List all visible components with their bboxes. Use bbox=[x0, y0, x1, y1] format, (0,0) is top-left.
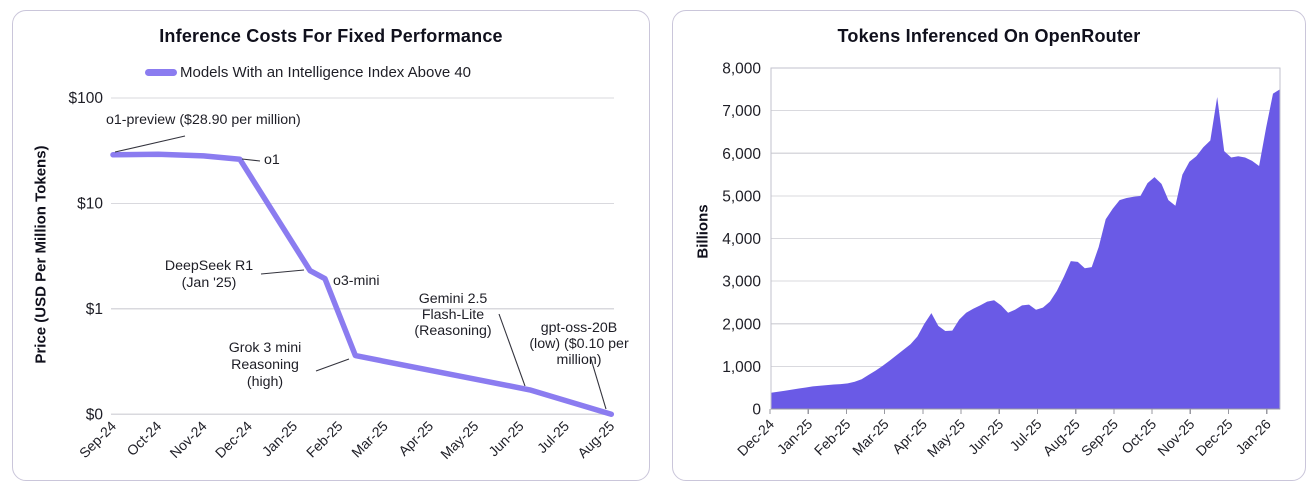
annotation-pointer-line bbox=[114, 135, 186, 153]
legend-line-marker bbox=[145, 69, 177, 76]
svg-text:Dec-24: Dec-24 bbox=[212, 418, 255, 461]
svg-text:Mar-25: Mar-25 bbox=[849, 416, 892, 459]
annotation-label: Reasoning bbox=[231, 357, 299, 373]
tokens-area-series bbox=[771, 89, 1280, 410]
svg-text:Jan-25: Jan-25 bbox=[774, 416, 816, 458]
left-y-axis-title: Price (USD Per Million Tokens) bbox=[32, 145, 50, 364]
svg-text:7,000: 7,000 bbox=[722, 103, 761, 120]
svg-text:3,000: 3,000 bbox=[722, 274, 761, 291]
gridlines bbox=[111, 97, 614, 415]
svg-text:May-25: May-25 bbox=[437, 418, 481, 462]
annotation-label: (high) bbox=[247, 374, 283, 390]
annotation-label: million) bbox=[557, 352, 602, 368]
annotation-pointer-line bbox=[498, 313, 526, 387]
svg-text:$100: $100 bbox=[69, 90, 104, 107]
annotation-label: Grok 3 mini bbox=[229, 340, 302, 356]
tokens-area-chart: 0 1,000 2,000 3,000 4,000 5,000 6,000 7,000 8,00… bbox=[722, 61, 1281, 460]
annotation-label: Flash-Lite bbox=[422, 307, 484, 323]
svg-text:Jun-25: Jun-25 bbox=[965, 416, 1007, 458]
annotation-label: DeepSeek R1 bbox=[165, 258, 253, 274]
left-chart-legend: Models With an Intelligence Index Above … bbox=[145, 64, 471, 81]
annotation-pointer-line bbox=[241, 158, 261, 162]
svg-text:Dec-24: Dec-24 bbox=[734, 416, 777, 459]
svg-text:Jan-25: Jan-25 bbox=[259, 418, 301, 460]
x-tick-labels: Sep-24 Oct-24 Nov-24 Dec-24 Jan-25 Feb-25 Mar-… bbox=[76, 418, 618, 462]
x-ticks bbox=[769, 409, 1268, 414]
svg-text:Feb-25: Feb-25 bbox=[303, 418, 346, 461]
svg-text:Feb-25: Feb-25 bbox=[811, 416, 854, 459]
svg-text:Apr-25: Apr-25 bbox=[395, 418, 436, 459]
left-chart-title: Inference Costs For Fixed Performance bbox=[159, 26, 503, 46]
x-tick-labels: Dec-24Jan-25Feb-25Mar-25Apr-25May-25Jun-… bbox=[734, 416, 1274, 460]
svg-text:May-25: May-25 bbox=[924, 416, 968, 460]
svg-text:1,000: 1,000 bbox=[722, 359, 761, 376]
svg-text:Aug-25: Aug-25 bbox=[1040, 416, 1083, 459]
svg-text:Oct-25: Oct-25 bbox=[1118, 416, 1159, 457]
annotation-label: o1-preview ($28.90 per million) bbox=[106, 112, 301, 128]
right-chart-title: Tokens Inferenced On OpenRouter bbox=[837, 26, 1141, 46]
annotation-label: (Reasoning) bbox=[414, 323, 491, 339]
legend-label: Models With an Intelligence Index Above … bbox=[180, 64, 472, 81]
svg-text:$10: $10 bbox=[77, 196, 103, 213]
svg-text:Jun-25: Jun-25 bbox=[485, 418, 527, 460]
svg-text:Apr-25: Apr-25 bbox=[889, 416, 930, 457]
annotation-label: gpt-oss-20B bbox=[541, 320, 618, 336]
y-tick-labels: $100 $10 $1 $0 bbox=[69, 90, 104, 423]
svg-text:Nov-24: Nov-24 bbox=[166, 418, 209, 461]
svg-text:$1: $1 bbox=[86, 301, 103, 318]
svg-text:6,000: 6,000 bbox=[722, 146, 761, 163]
svg-text:4,000: 4,000 bbox=[722, 231, 761, 248]
svg-text:Jul-25: Jul-25 bbox=[534, 418, 572, 456]
svg-text:Sep-24: Sep-24 bbox=[76, 418, 119, 461]
openrouter-tokens-card: 0 1,000 2,000 3,000 4,000 5,000 6,000 7,000 8,00… bbox=[672, 10, 1306, 481]
svg-text:0: 0 bbox=[752, 402, 761, 419]
annotation-label: (Jan '25) bbox=[182, 275, 237, 291]
svg-text:Oct-24: Oct-24 bbox=[123, 418, 164, 459]
svg-text:8,000: 8,000 bbox=[722, 61, 761, 78]
annotation-pointer-line bbox=[590, 358, 607, 410]
right-y-axis-title: Billions bbox=[694, 204, 712, 259]
svg-text:Aug-25: Aug-25 bbox=[574, 418, 617, 461]
annotation-label: (low) ($0.10 per bbox=[529, 336, 629, 352]
annotation-label: Gemini 2.5 bbox=[419, 291, 488, 307]
svg-text:Sep-25: Sep-25 bbox=[1078, 416, 1121, 459]
annotation-pointer-line bbox=[315, 358, 350, 372]
annotations: o1-preview ($28.90 per million) o1 DeepSee… bbox=[106, 112, 629, 410]
annotation-pointer-line bbox=[260, 269, 305, 275]
price-line bbox=[110, 151, 615, 417]
annotation-label: o1 bbox=[264, 152, 280, 168]
svg-text:$0: $0 bbox=[86, 406, 104, 423]
svg-text:5,000: 5,000 bbox=[722, 188, 761, 205]
svg-text:Nov-25: Nov-25 bbox=[1154, 416, 1197, 459]
inference-costs-card: $100 $10 $1 $0 Sep-24 Oct-24 Nov-24 Dec-24 Jan-2… bbox=[12, 10, 650, 481]
svg-text:Dec-25: Dec-25 bbox=[1192, 416, 1235, 459]
svg-text:Mar-25: Mar-25 bbox=[348, 418, 391, 461]
svg-text:2,000: 2,000 bbox=[722, 316, 761, 333]
annotation-label: o3-mini bbox=[333, 273, 380, 289]
svg-text:Jan-26: Jan-26 bbox=[1232, 416, 1274, 458]
y-tick-labels: 0 1,000 2,000 3,000 4,000 5,000 6,000 7,000 8,00… bbox=[722, 61, 761, 419]
